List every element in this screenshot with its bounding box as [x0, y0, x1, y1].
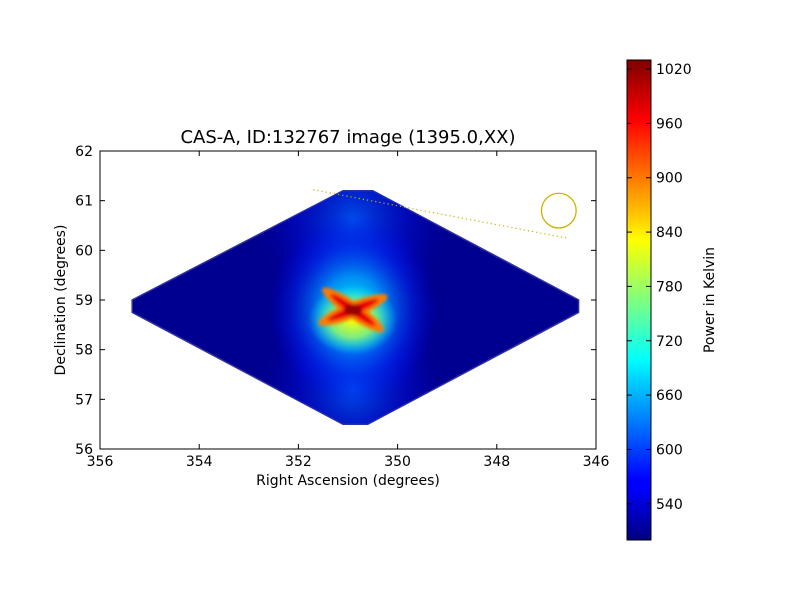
source-emission	[258, 190, 448, 425]
x-tick-label: 350	[384, 454, 411, 470]
colorbar-tick-label: 900	[656, 171, 683, 187]
x-tick-label: 354	[186, 454, 213, 470]
colorbar-label: Power in Kelvin	[702, 247, 718, 353]
chart-title: CAS-A, ID:132767 image (1395.0,XX)	[180, 127, 515, 148]
dotted-line	[313, 189, 567, 239]
y-tick-label: 59	[75, 293, 93, 309]
colorbar-tick-label: 780	[656, 279, 683, 295]
peak-center	[344, 303, 362, 316]
x-tick-label: 346	[583, 454, 610, 470]
y-tick-label: 60	[75, 243, 93, 259]
y-tick-label: 56	[75, 442, 93, 458]
x-tick-label: 352	[285, 454, 312, 470]
emission-peak	[318, 287, 388, 333]
x-tick-label: 356	[87, 454, 114, 470]
colorbar-tick-label: 600	[656, 442, 683, 458]
y-tick-label: 62	[75, 144, 93, 160]
y-tick-label: 58	[75, 343, 93, 359]
overlay	[313, 189, 577, 239]
colorbar-tick-label: 720	[656, 334, 683, 350]
axis-ticks: 356 354 352 350 348 346 56 57 58 59 60 61 62	[75, 144, 609, 470]
colorbar	[626, 59, 652, 541]
x-tick-label: 348	[483, 454, 510, 470]
colorbar-tick-label: 540	[656, 497, 683, 513]
colorbar-ticks: 540 600 660 720 780 840 900 960 1020	[627, 62, 692, 513]
colorbar-tick-label: 960	[656, 116, 683, 132]
heatmap-image	[131, 189, 580, 425]
colorbar-tick-label: 840	[656, 225, 683, 241]
beam-circle	[540, 192, 577, 229]
x-axis-label: Right Ascension (degrees)	[256, 473, 440, 489]
y-axis-label: Declination (degrees)	[53, 225, 69, 376]
y-tick-label: 61	[75, 194, 93, 210]
colorbar-tick-label: 1020	[656, 62, 692, 78]
colorbar-tick-label: 660	[656, 388, 683, 404]
y-tick-label: 57	[75, 392, 93, 408]
